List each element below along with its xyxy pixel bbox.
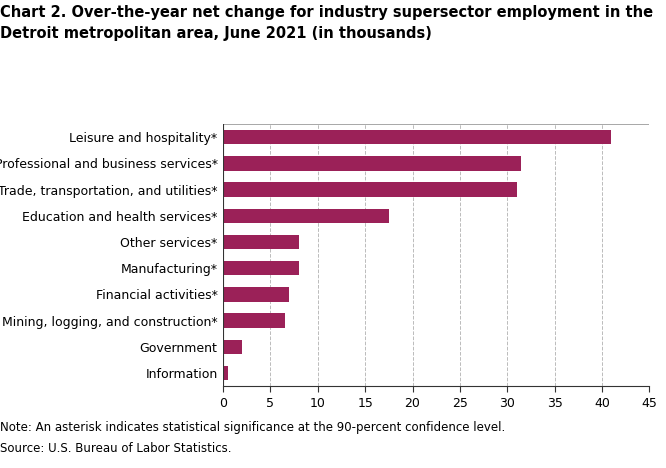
Text: Source: U.S. Bureau of Labor Statistics.: Source: U.S. Bureau of Labor Statistics. <box>0 442 232 455</box>
Bar <box>223 314 284 328</box>
Text: Note: An asterisk indicates statistical significance at the 90-percent confidenc: Note: An asterisk indicates statistical … <box>0 421 505 434</box>
Text: Detroit metropolitan area, June 2021 (in thousands): Detroit metropolitan area, June 2021 (in… <box>0 26 432 41</box>
Bar <box>223 287 290 301</box>
Bar <box>223 235 299 249</box>
Bar <box>223 366 228 380</box>
Text: Chart 2. Over-the-year net change for industry supersector employment in the: Chart 2. Over-the-year net change for in… <box>0 5 653 20</box>
Bar <box>223 261 299 275</box>
Bar <box>223 183 517 197</box>
Bar <box>223 130 611 144</box>
Bar <box>223 340 242 354</box>
Bar <box>223 209 389 223</box>
Bar <box>223 156 521 170</box>
